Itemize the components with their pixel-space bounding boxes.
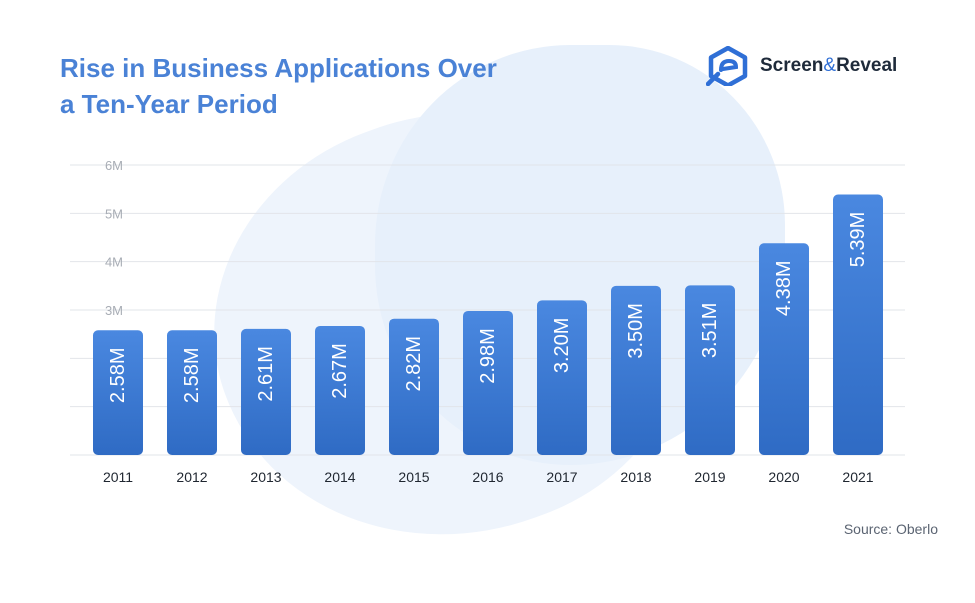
x-tick-label: 2014 bbox=[324, 469, 355, 485]
bar-value-label: 2.67M bbox=[329, 343, 351, 399]
bar-value-label: 2.82M bbox=[403, 336, 425, 392]
bar-value-label: 2.98M bbox=[477, 328, 499, 384]
x-tick-label: 2012 bbox=[176, 469, 207, 485]
x-axis-labels: 2011 2012 2013 2014 2015 2016 2017 2018 2019 2020… bbox=[103, 469, 874, 485]
bar-value-label: 3.50M bbox=[625, 303, 647, 359]
x-tick-label: 2018 bbox=[620, 469, 651, 485]
bar-value-label: 3.20M bbox=[551, 318, 573, 374]
bar-value-label: 5.39M bbox=[847, 212, 869, 268]
x-tick-label: 2015 bbox=[398, 469, 429, 485]
bar-value-label: 3.51M bbox=[699, 303, 721, 359]
source-note: Source: Oberlo bbox=[844, 521, 938, 537]
x-tick-label: 2011 bbox=[103, 469, 133, 485]
bar-value-label: 2.58M bbox=[181, 348, 203, 404]
y-tick-label: 4M bbox=[105, 255, 123, 270]
bar-value-label: 2.61M bbox=[255, 346, 277, 402]
bars: 2.58M 2.58M 2.61M 2.67M 2.82M 2.98M 3.20M 3.50M… bbox=[93, 194, 883, 455]
y-tick-label: 5M bbox=[105, 206, 123, 221]
y-tick-label: 3M bbox=[105, 303, 123, 318]
x-tick-label: 2016 bbox=[472, 469, 503, 485]
bar-value-label: 2.58M bbox=[107, 348, 129, 404]
y-tick-label: 6M bbox=[105, 158, 123, 173]
bar-value-label: 4.38M bbox=[773, 261, 795, 317]
x-tick-label: 2021 bbox=[842, 469, 873, 485]
x-tick-label: 2019 bbox=[694, 469, 725, 485]
bar-chart: 3M 4M 5M 6M 2.58M 2.58M 2.61M 2.67M 2.82M 2.98M 3… bbox=[0, 0, 975, 565]
x-tick-label: 2020 bbox=[768, 469, 799, 485]
x-tick-label: 2017 bbox=[546, 469, 577, 485]
x-tick-label: 2013 bbox=[250, 469, 281, 485]
